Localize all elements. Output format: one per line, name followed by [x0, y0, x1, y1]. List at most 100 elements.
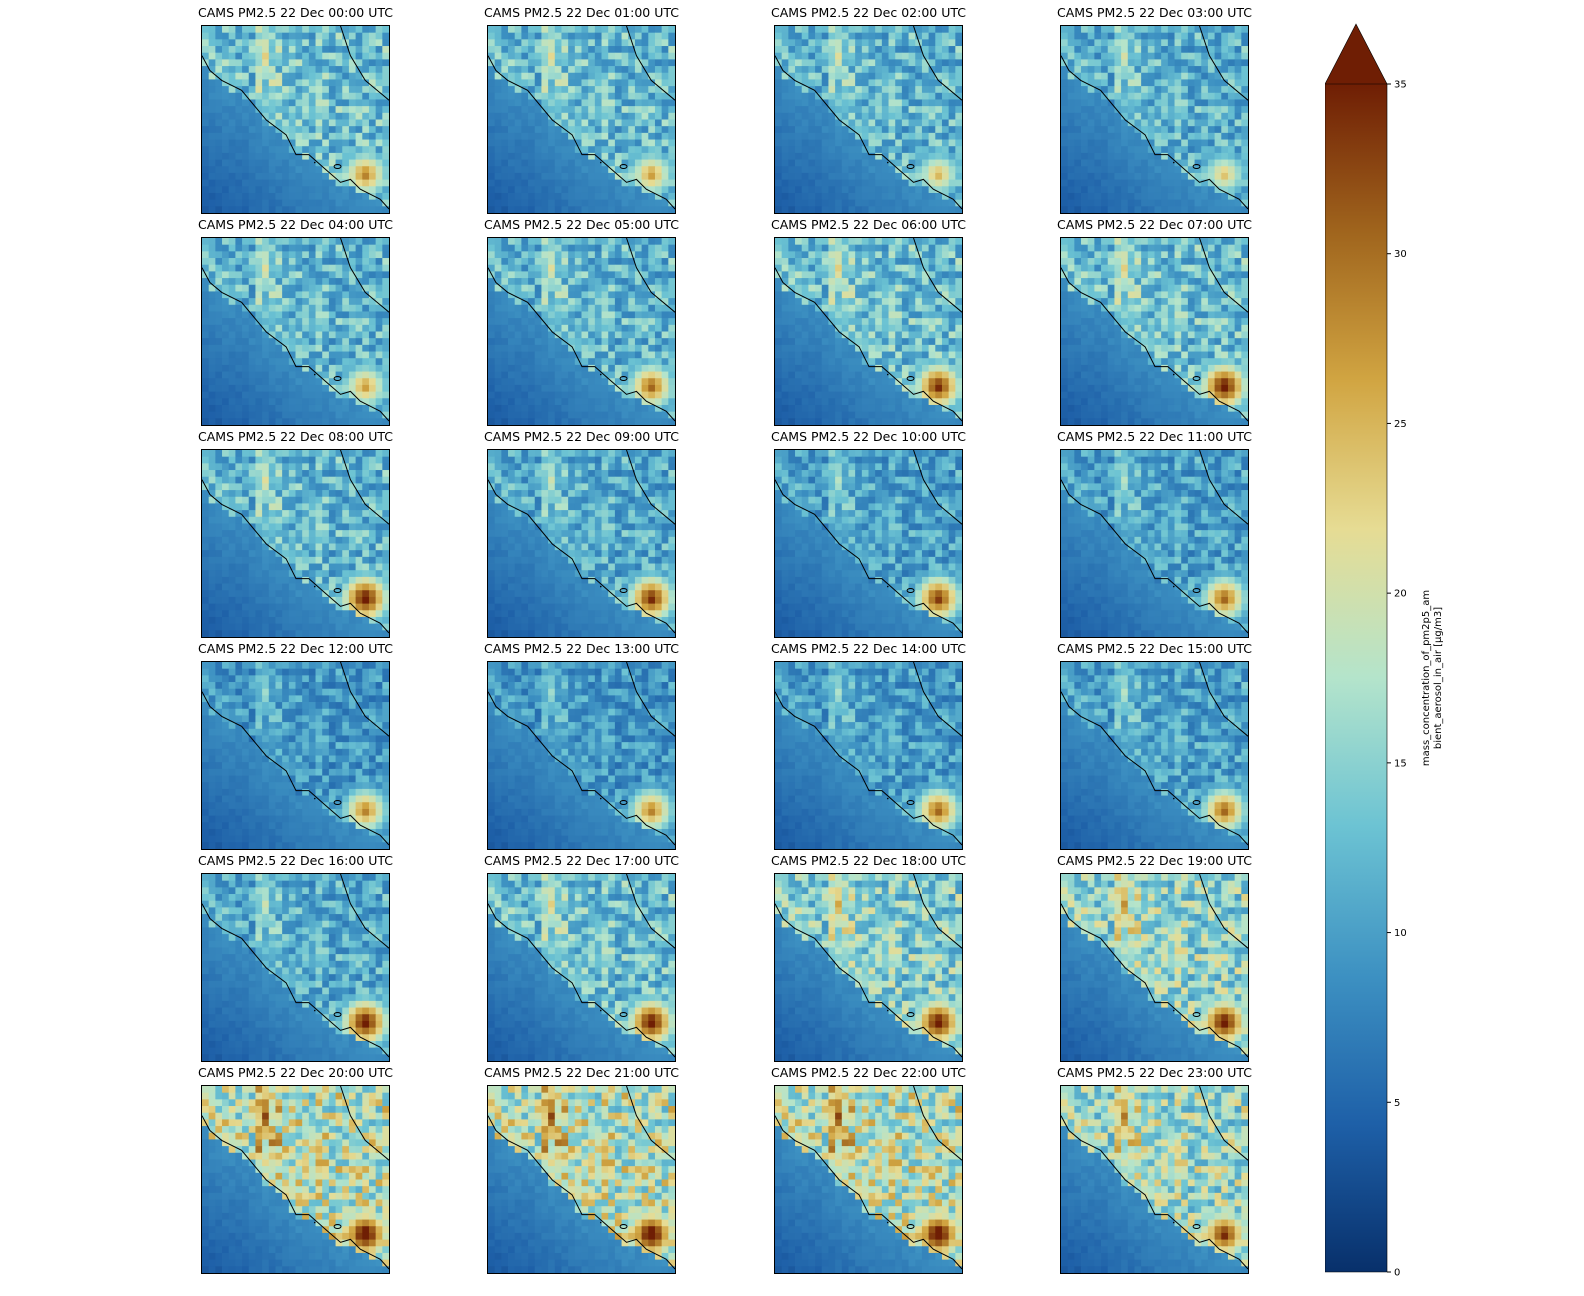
- heatmap-cell: [781, 284, 789, 292]
- heatmap-cell: [835, 284, 843, 292]
- heatmap-cell: [855, 251, 863, 259]
- heatmap-cell: [494, 344, 502, 352]
- heatmap-cell: [355, 106, 363, 114]
- heatmap-cell: [1161, 52, 1169, 60]
- heatmap-cell: [355, 411, 363, 419]
- heatmap-cell: [654, 126, 663, 134]
- heatmap-cell: [1214, 46, 1222, 54]
- heatmap-cell: [362, 398, 370, 406]
- heatmap-cell: [1101, 119, 1109, 127]
- heatmap-cell: [668, 59, 675, 67]
- heatmap-cell: [594, 86, 602, 94]
- heatmap-cell: [308, 258, 316, 266]
- heatmap-cell: [268, 112, 276, 120]
- heatmap-cell: [634, 139, 643, 147]
- heatmap-cell: [1207, 99, 1216, 107]
- heatmap-cell: [568, 59, 576, 67]
- heatmap-cell: [255, 152, 263, 160]
- heatmap-cell: [608, 206, 616, 213]
- heatmap-cell: [921, 139, 930, 147]
- heatmap-cell: [801, 199, 809, 207]
- heatmap-cell: [534, 79, 542, 87]
- heatmap-cell: [901, 146, 909, 154]
- heatmap-cell: [1201, 32, 1209, 40]
- heatmap-cell: [548, 358, 556, 366]
- heatmap-cell: [1081, 126, 1089, 134]
- heatmap-cell: [574, 206, 582, 213]
- heatmap-cell: [382, 291, 389, 299]
- heatmap-cell: [382, 284, 389, 292]
- heatmap-cell: [308, 86, 316, 94]
- heatmap-cell: [488, 391, 496, 399]
- heatmap-cell: [368, 166, 377, 174]
- heatmap-cell: [308, 26, 316, 34]
- heatmap-cell: [302, 32, 310, 40]
- heatmap-cell: [928, 92, 936, 100]
- heatmap-cell: [568, 72, 576, 80]
- heatmap-cell: [608, 418, 616, 425]
- heatmap-cell: [935, 66, 943, 74]
- heatmap-cell: [1147, 59, 1155, 67]
- heatmap-cell: [488, 39, 496, 47]
- heatmap-cell: [795, 106, 803, 114]
- heatmap-cell: [514, 304, 522, 312]
- heatmap-cell: [808, 238, 816, 246]
- heatmap-cell: [508, 271, 516, 279]
- heatmap-cell: [222, 331, 230, 339]
- heatmap-cell: [348, 411, 357, 419]
- heatmap-cell: [1147, 52, 1155, 60]
- heatmap-cell: [242, 146, 250, 154]
- heatmap-cell: [1221, 119, 1229, 127]
- heatmap-cell: [1074, 46, 1082, 54]
- heatmap-cell: [601, 166, 609, 174]
- heatmap-cell: [628, 186, 636, 194]
- heatmap-cell: [368, 66, 377, 74]
- heatmap-cell: [315, 32, 323, 40]
- heatmap-cell: [528, 119, 536, 127]
- heatmap-cell: [295, 132, 303, 140]
- heatmap-cell: [628, 119, 636, 127]
- heatmap-cell: [521, 271, 529, 279]
- heatmap-cell: [1174, 86, 1182, 94]
- heatmap-cell: [821, 238, 829, 246]
- heatmap-cell: [208, 324, 216, 332]
- heatmap-cell: [222, 251, 230, 259]
- heatmap-cell: [335, 318, 343, 326]
- heatmap-cell: [1081, 52, 1089, 60]
- heatmap-cell: [1101, 199, 1109, 207]
- heatmap-cell: [868, 139, 876, 147]
- heatmap-cell: [528, 199, 536, 207]
- heatmap-cell: [581, 378, 589, 386]
- heatmap-cell: [1087, 139, 1095, 147]
- heatmap-cell: [581, 32, 589, 40]
- heatmap-cell: [1127, 206, 1135, 213]
- heatmap-cell: [242, 384, 250, 393]
- heatmap-cell: [828, 264, 836, 272]
- heatmap-cell: [1234, 132, 1242, 140]
- heatmap-cell: [1174, 199, 1182, 207]
- heatmap-cell: [362, 119, 370, 127]
- heatmap-cell: [222, 139, 230, 147]
- heatmap-cell: [375, 126, 383, 134]
- heatmap-cell: [1121, 59, 1129, 67]
- heatmap-cell: [1141, 146, 1149, 154]
- heatmap-cell: [1114, 112, 1122, 120]
- heatmap-cell: [561, 179, 569, 187]
- heatmap-cell: [322, 404, 330, 413]
- heatmap-cell: [654, 284, 663, 292]
- heatmap-cell: [628, 398, 636, 406]
- heatmap-cell: [1154, 146, 1162, 154]
- heatmap-cell: [888, 291, 896, 299]
- heatmap-cell: [821, 39, 829, 47]
- heatmap-cell: [1214, 59, 1222, 67]
- heatmap-cell: [614, 119, 622, 127]
- heatmap-cell: [228, 106, 236, 114]
- heatmap-cell: [641, 86, 649, 94]
- heatmap-cell: [821, 284, 829, 292]
- heatmap-cell: [1174, 179, 1182, 187]
- heatmap-cell: [781, 166, 789, 174]
- heatmap-cell: [242, 52, 250, 60]
- heatmap-cell: [275, 139, 283, 147]
- heatmap-cell: [941, 119, 950, 127]
- heatmap-cell: [202, 132, 210, 140]
